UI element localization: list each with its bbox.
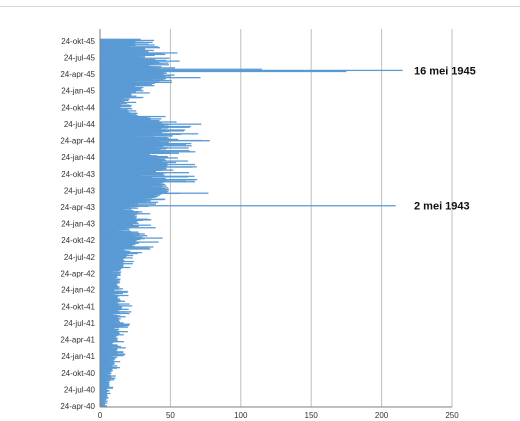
y-tick-label: 24-jul-43 bbox=[64, 187, 96, 196]
y-tick-labels: 24-apr-40 24-jul-40 24-okt-40 24-jan-41 24-a… bbox=[60, 37, 95, 411]
bar bbox=[100, 52, 178, 54]
y-tick-label: 24-okt-42 bbox=[61, 236, 95, 245]
gridlines bbox=[169, 29, 453, 407]
x-tick-label: 150 bbox=[305, 411, 319, 420]
y-tick-label: 24-jan-42 bbox=[61, 286, 95, 295]
bar bbox=[100, 337, 118, 339]
bars bbox=[100, 38, 403, 407]
bar bbox=[100, 400, 108, 402]
y-tick-label: 24-okt-45 bbox=[61, 37, 95, 46]
y-tick-label: 24-apr-40 bbox=[60, 402, 95, 411]
annotation-label: 2 mei 1943 bbox=[414, 201, 470, 213]
y-tick-label: 24-okt-40 bbox=[61, 369, 95, 378]
bar bbox=[100, 347, 126, 349]
bar bbox=[100, 235, 148, 237]
y-tick-label: 24-jul-41 bbox=[64, 319, 96, 328]
bar bbox=[100, 38, 141, 40]
bar bbox=[100, 142, 192, 145]
bar bbox=[100, 70, 347, 73]
y-tick-label: 24-jul-45 bbox=[64, 54, 96, 63]
bar bbox=[100, 51, 149, 53]
bar bbox=[100, 205, 396, 207]
bar bbox=[100, 177, 166, 180]
y-tick-label: 24-apr-45 bbox=[60, 70, 95, 79]
top-divider bbox=[0, 6, 520, 7]
bar bbox=[100, 135, 173, 137]
bar bbox=[100, 324, 129, 326]
x-tick-label: 250 bbox=[445, 411, 459, 420]
bar bbox=[100, 68, 262, 70]
y-tick-label: 24-jul-42 bbox=[64, 253, 96, 262]
y-tick-label: 24-apr-41 bbox=[60, 336, 95, 345]
y-tick-label: 24-apr-44 bbox=[60, 137, 95, 146]
y-tick-label: 24-apr-43 bbox=[60, 203, 95, 212]
annotation-label: 16 mei 1945 bbox=[414, 65, 476, 77]
bar bbox=[100, 69, 403, 72]
bar bbox=[100, 126, 190, 128]
bar bbox=[100, 125, 191, 128]
y-tick-label: 24-jan-41 bbox=[61, 352, 95, 361]
y-tick-label: 24-okt-44 bbox=[61, 103, 95, 112]
bar bbox=[100, 81, 172, 84]
bar bbox=[100, 145, 192, 147]
bar bbox=[100, 54, 155, 56]
y-tick-label: 24-jan-43 bbox=[61, 219, 95, 228]
annotations: 16 mei 1945 2 mei 1943 bbox=[414, 65, 476, 212]
bar bbox=[100, 175, 195, 177]
y-tick-label: 24-jul-40 bbox=[64, 385, 96, 394]
y-tick-label: 24-jan-44 bbox=[61, 153, 95, 162]
bar bbox=[100, 133, 199, 135]
y-tick-label: 24-okt-43 bbox=[61, 170, 95, 179]
x-tick-label: 100 bbox=[234, 411, 248, 420]
x-tick-label: 0 bbox=[98, 411, 103, 420]
y-tick-label: 24-apr-42 bbox=[60, 269, 95, 278]
x-tick-labels: 0 50 100 150 200 250 bbox=[98, 411, 459, 420]
x-tick-label: 200 bbox=[375, 411, 389, 420]
y-tick-label: 24-jan-45 bbox=[61, 87, 95, 96]
x-tick-label: 50 bbox=[166, 411, 175, 420]
bar bbox=[100, 305, 119, 307]
y-tick-label: 24-okt-41 bbox=[61, 302, 95, 311]
y-tick-label: 24-jul-44 bbox=[64, 120, 96, 129]
axes bbox=[99, 29, 452, 408]
